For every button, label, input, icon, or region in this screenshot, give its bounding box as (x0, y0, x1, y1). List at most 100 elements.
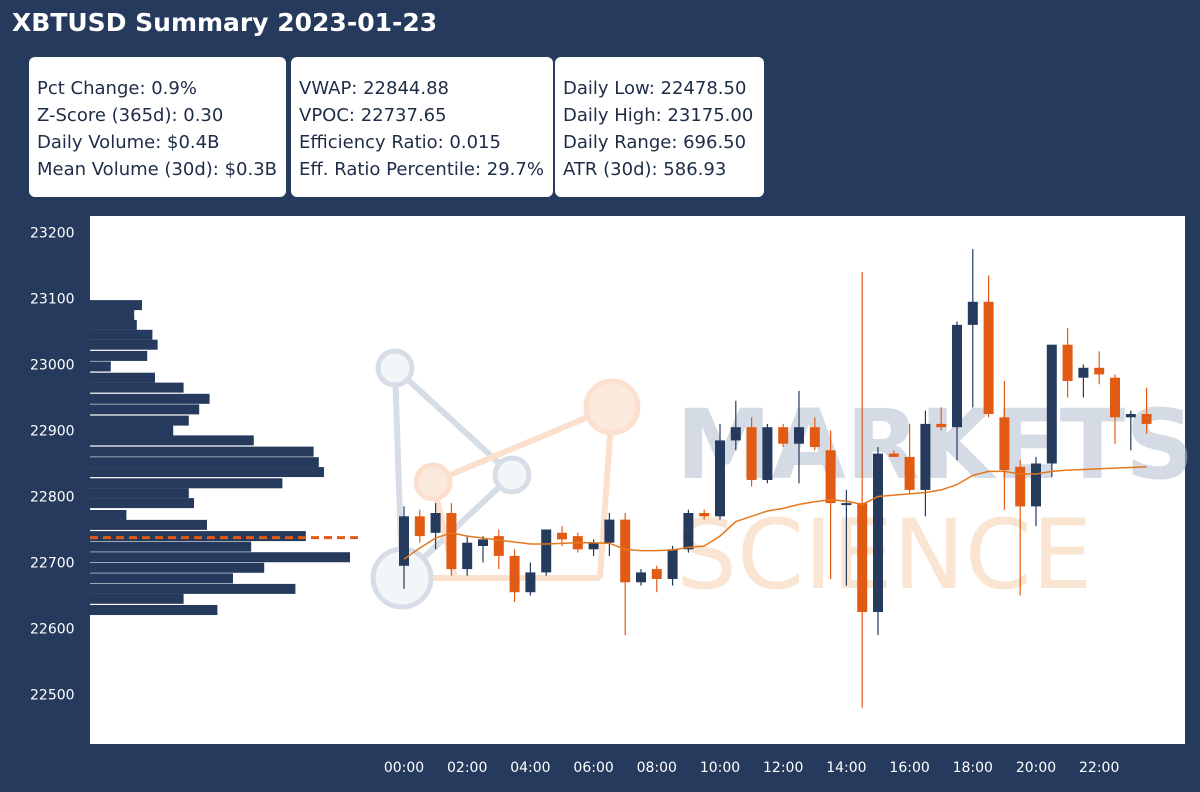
volume-profile-bar (90, 457, 319, 468)
volume-profile-bar (90, 319, 137, 330)
candle-body (888, 453, 899, 457)
candle-body (667, 549, 678, 579)
y-tick-label: 23100 (30, 292, 75, 308)
volume-profile-bar (90, 467, 324, 478)
candle-body (825, 450, 836, 504)
candle-body (778, 427, 789, 444)
y-tick-label: 23200 (30, 226, 75, 242)
x-axis: 00:00 02:00 04:00 06:00 08:00 10:00 12:00 14:00… (384, 760, 1120, 776)
candle-body (841, 503, 852, 506)
y-tick-label: 22700 (30, 556, 75, 572)
volume-profile-bar (90, 300, 142, 311)
stat-daily-volume: Daily Volume: $0.4B (37, 132, 220, 153)
volume-profile-bar (90, 531, 306, 542)
x-tick-label: 16:00 (889, 760, 929, 776)
candle-body (1015, 466, 1026, 507)
candle-body (525, 572, 536, 593)
candle-body (620, 519, 631, 583)
candle-body (1110, 377, 1120, 418)
vwap-line (403, 466, 1147, 560)
y-tick-label: 22500 (30, 688, 75, 704)
candle-body (952, 324, 962, 428)
candle-body (1031, 463, 1041, 507)
x-tick-label: 06:00 (573, 760, 613, 776)
candle-body (730, 427, 741, 441)
candle-body (983, 301, 994, 414)
candle-body (604, 519, 615, 543)
x-tick-label: 08:00 (637, 760, 677, 776)
candle-body (478, 539, 488, 546)
stats-card-range: Daily Low: 22478.50 Daily High: 23175.00… (555, 57, 764, 197)
volume-profile-bar (90, 425, 174, 436)
candle-body (651, 569, 662, 579)
candle-body (967, 301, 978, 325)
candle-body (430, 513, 441, 533)
y-tick-label: 22900 (30, 424, 75, 440)
x-tick-label: 20:00 (1016, 760, 1056, 776)
volume-profile-bar (90, 339, 158, 350)
stat-daily-range: Daily Range: 696.50 (563, 132, 747, 153)
volume-profile-bar (90, 593, 184, 604)
x-tick-label: 18:00 (953, 760, 993, 776)
volume-profile-bar (90, 404, 200, 415)
volume-profile-bar (90, 329, 153, 340)
candle-body (414, 516, 425, 537)
candle-body (541, 529, 552, 573)
candle-body (746, 427, 757, 480)
volume-profile-bar (90, 350, 148, 361)
y-tick-label: 22800 (30, 490, 75, 506)
y-tick-label: 23000 (30, 358, 75, 374)
x-tick-label: 00:00 (384, 760, 424, 776)
volume-profile-bar (90, 488, 189, 499)
candle-body (636, 572, 646, 583)
stats-card-change: Pct Change: 0.9% Z-Score (365d): 0.30 Da… (29, 57, 286, 197)
candle-body (446, 513, 457, 570)
candles (399, 249, 1152, 708)
volume-profile (90, 300, 350, 616)
volume-profile-bar (90, 498, 194, 509)
candle-body (762, 427, 773, 480)
volume-profile-bar (90, 310, 135, 320)
candle-body (683, 513, 694, 550)
volume-profile-bar (90, 519, 207, 530)
volume-profile-bar (90, 541, 252, 552)
candle-body (1046, 344, 1057, 464)
y-tick-label: 22600 (30, 622, 75, 638)
candle-body (588, 542, 599, 550)
candle-body (715, 440, 725, 517)
candlestick-chart: MARKETS SCIENCE 22500 22600 22700 22800 2290… (30, 216, 1194, 776)
x-tick-label: 10:00 (700, 760, 740, 776)
chart-area: MARKETS SCIENCE 22500 22600 22700 22800 2290… (0, 210, 1200, 792)
volume-profile-bar (90, 415, 189, 426)
candle-body (857, 503, 868, 612)
volume-profile-bar (90, 562, 265, 573)
stat-pct-change: Pct Change: 0.9% (37, 78, 197, 99)
stats-card-vwap: VWAP: 22844.88 VPOC: 22737.65 Efficiency… (291, 57, 553, 197)
candle-body (1078, 367, 1089, 378)
x-tick-label: 22:00 (1079, 760, 1119, 776)
candle-body (493, 536, 504, 556)
candle-body (1062, 344, 1073, 381)
stat-daily-high: Daily High: 23175.00 (563, 105, 754, 126)
candle-body (920, 423, 931, 490)
y-axis: 22500 22600 22700 22800 22900 23000 23100 23200 (30, 226, 75, 704)
candle-body (399, 516, 409, 566)
volume-profile-bar (90, 435, 254, 446)
volume-profile-bar (90, 361, 111, 372)
watermark: MARKETS SCIENCE (370, 348, 1194, 611)
stat-atr: ATR (30d): 586.93 (563, 159, 727, 180)
volume-profile-bar (90, 478, 283, 489)
stat-daily-low: Daily Low: 22478.50 (563, 78, 747, 99)
watermark-text-science: SCIENCE (676, 499, 1092, 611)
candle-body (1094, 367, 1105, 375)
volume-profile-bar (90, 393, 210, 404)
candle-body (1125, 414, 1136, 418)
candle-body (809, 427, 820, 447)
volume-profile-bar (90, 446, 314, 457)
candle-body (999, 417, 1010, 471)
stat-vwap: VWAP: 22844.88 (299, 78, 449, 99)
candle-body (873, 453, 883, 612)
watermark-logo-icon (370, 348, 641, 610)
x-tick-label: 02:00 (447, 760, 487, 776)
candle-body (509, 555, 520, 593)
